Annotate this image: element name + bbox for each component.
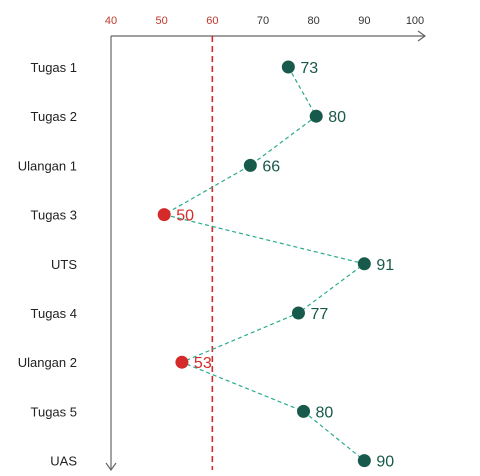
value-label: 90: [376, 454, 394, 471]
category-label: Tugas 3: [31, 208, 78, 223]
data-point: [175, 355, 189, 369]
category-label: Tugas 1: [31, 60, 78, 75]
category-label: Tugas 2: [31, 109, 78, 124]
value-label: 80: [316, 404, 334, 421]
data-points: [157, 60, 371, 468]
x-axis-arrowhead: [417, 30, 427, 42]
value-label: 53: [194, 355, 212, 372]
x-tick-label: 90: [358, 15, 370, 27]
value-label: 73: [300, 60, 318, 77]
value-label: 91: [376, 257, 394, 274]
data-point: [157, 208, 171, 222]
value-label: 80: [328, 109, 346, 126]
x-tick-label: 100: [406, 15, 424, 27]
value-label: 77: [310, 306, 328, 323]
x-tick-label: 70: [257, 15, 269, 27]
x-tick-label: 40: [105, 15, 117, 27]
data-point: [309, 109, 323, 123]
category-labels: Tugas 1 Tugas 2 Ulangan 1 Tugas 3 UTS Tugas 4…: [18, 60, 78, 469]
data-point: [357, 454, 371, 468]
x-tick-label: 80: [308, 15, 320, 27]
data-point: [357, 257, 371, 271]
value-label: 50: [176, 208, 194, 225]
category-label: UTS: [51, 257, 77, 272]
value-labels: 73 80 66 50 91 77 53 80 90: [176, 60, 394, 471]
category-label: Tugas 5: [31, 404, 78, 419]
data-point: [291, 306, 305, 320]
data-point: [297, 404, 311, 418]
x-tick-labels: 40 50 60 70 80 90 100: [105, 15, 424, 27]
value-label: 66: [262, 158, 280, 175]
x-tick-label: 60: [206, 15, 218, 27]
data-point: [243, 158, 257, 172]
category-label: UAS: [50, 454, 77, 469]
category-label: Ulangan 1: [18, 158, 77, 173]
category-label: Tugas 4: [31, 306, 78, 321]
x-tick-label: 50: [156, 15, 168, 27]
y-axis-arrowhead: [105, 462, 117, 472]
data-point: [281, 60, 295, 74]
category-label: Ulangan 2: [18, 355, 77, 370]
